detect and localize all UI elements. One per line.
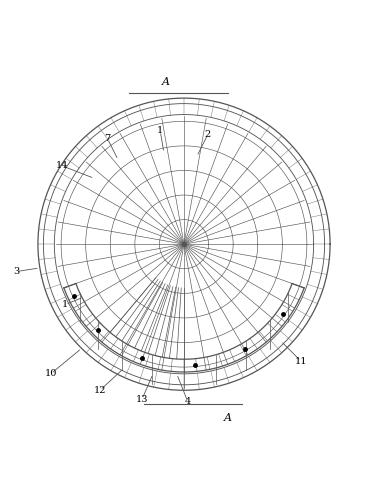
Text: 2: 2 <box>205 130 211 139</box>
Text: 14: 14 <box>56 161 68 170</box>
Text: 3: 3 <box>13 267 19 276</box>
Text: 11: 11 <box>295 357 307 366</box>
Text: 10: 10 <box>45 369 57 378</box>
Text: A: A <box>162 77 170 87</box>
Text: 12: 12 <box>94 386 106 395</box>
Text: 1: 1 <box>62 300 68 309</box>
Text: 1: 1 <box>157 126 163 135</box>
Text: A: A <box>224 413 232 423</box>
Text: 4: 4 <box>184 397 191 406</box>
Text: 13: 13 <box>136 395 148 404</box>
Text: 7: 7 <box>104 134 110 143</box>
